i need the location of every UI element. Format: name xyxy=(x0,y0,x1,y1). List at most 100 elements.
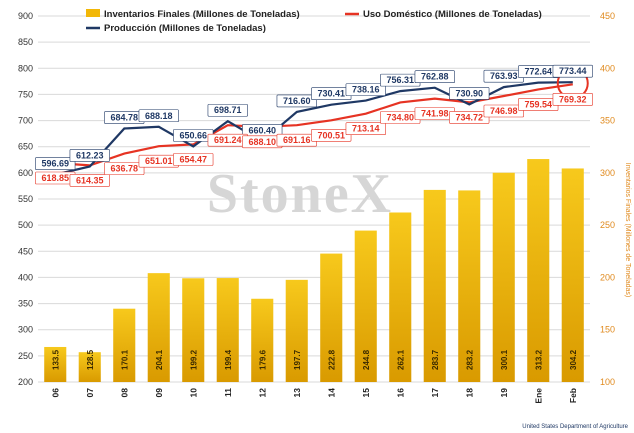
category-tick-label: Ene xyxy=(533,388,543,404)
category-tick-label: 19 xyxy=(499,388,509,398)
category-tick-label: 10 xyxy=(188,388,198,398)
bar xyxy=(389,212,412,382)
production-value-label-box xyxy=(414,70,455,83)
category-tick-label: 13 xyxy=(292,388,302,398)
production-value-label: 772.64 xyxy=(524,67,552,77)
bar-value-label: 204.1 xyxy=(155,349,164,370)
domestic-value-label-box xyxy=(104,162,145,175)
category-tick-label: Feb xyxy=(568,388,578,403)
bar-value-label: 283.7 xyxy=(431,349,440,370)
bar xyxy=(527,159,550,382)
domestic-value-label: 688.10 xyxy=(248,137,276,147)
bar-value-label: 222.8 xyxy=(327,349,336,370)
production-value-label: 698.71 xyxy=(214,105,242,115)
right-tick-label: 100 xyxy=(600,377,615,387)
left-tick-label: 300 xyxy=(18,325,33,335)
production-value-label-box xyxy=(207,103,248,117)
left-tick-label: 250 xyxy=(18,351,33,361)
bar-value-label: 262.1 xyxy=(396,349,405,370)
right-tick-label: 300 xyxy=(600,168,615,178)
bar xyxy=(354,230,377,382)
domestic-value-label: 636.78 xyxy=(110,164,138,174)
bar xyxy=(492,172,515,382)
bar-value-label: 313.2 xyxy=(534,349,543,370)
right-tick-label: 450 xyxy=(600,11,615,21)
bar-value-label: 133.5 xyxy=(51,349,60,370)
left-tick-label: 900 xyxy=(18,11,33,21)
production-value-label: 773.44 xyxy=(559,66,587,76)
domestic-value-label: 691.24 xyxy=(214,135,242,145)
production-value-label-box xyxy=(276,94,317,108)
bar-value-label: 170.1 xyxy=(120,349,129,370)
bar-value-label: 300.1 xyxy=(500,349,509,370)
bar xyxy=(182,278,205,382)
production-value-label: 730.41 xyxy=(317,89,345,99)
bar xyxy=(561,168,584,382)
watermark: StoneX xyxy=(207,163,393,225)
left-tick-label: 750 xyxy=(18,89,33,99)
production-value-label: 650.66 xyxy=(179,130,207,140)
right-tick-label: 400 xyxy=(600,63,615,73)
legend-label-inventory: Inventarios Finales (Millones de Tonelad… xyxy=(104,9,300,20)
bar xyxy=(320,253,343,382)
bar-value-label: 199.4 xyxy=(224,349,233,370)
left-tick-label: 400 xyxy=(18,272,33,282)
category-tick-label: 16 xyxy=(395,388,405,398)
left-tick-label: 850 xyxy=(18,37,33,47)
production-value-label: 730.90 xyxy=(455,88,483,98)
legend-label-production: Producción (Millones de Toneladas) xyxy=(104,23,266,34)
legend: Inventarios Finales (Millones de Tonelad… xyxy=(86,9,542,34)
bar xyxy=(113,308,136,382)
production-value-label: 756.31 xyxy=(386,75,414,85)
production-value-label-box xyxy=(138,109,179,123)
left-axis: 200 250 300 350 400 450 500 550 600 650 700 750 800 8… xyxy=(18,11,33,387)
domestic-value-label: 618.85 xyxy=(41,173,69,183)
production-value-label: 716.60 xyxy=(283,96,311,106)
production-value-label: 762.88 xyxy=(421,72,449,82)
domestic-value-label: 651.01 xyxy=(145,156,173,166)
category-tick-label: 17 xyxy=(430,388,440,398)
left-tick-label: 600 xyxy=(18,168,33,178)
right-axis: Inventarios Finales (Millones de Tonelad… xyxy=(600,11,631,387)
bar-value-label: 283.2 xyxy=(465,349,474,370)
bar xyxy=(216,278,239,382)
left-tick-label: 550 xyxy=(18,194,33,204)
bar xyxy=(423,189,446,382)
right-tick-label: 350 xyxy=(600,116,615,126)
domestic-value-label-box xyxy=(483,104,524,118)
bar-value-label: 304.2 xyxy=(569,349,578,370)
domestic-value-label-box xyxy=(173,153,214,166)
domestic-value-label: 746.98 xyxy=(490,106,518,116)
production-value-label-box xyxy=(69,149,110,162)
domestic-value-label-box xyxy=(311,129,352,142)
category-tick-label: 08 xyxy=(119,388,129,398)
bar xyxy=(78,352,101,382)
domestic-value-label-box xyxy=(552,93,593,106)
left-tick-label: 700 xyxy=(18,116,33,126)
category-tick-label: 07 xyxy=(85,388,95,398)
bar-value-label: 128.5 xyxy=(86,349,95,370)
category-tick-label: 15 xyxy=(361,388,371,398)
right-tick-label: 250 xyxy=(600,220,615,230)
domestic-value-label: 713.14 xyxy=(352,124,380,134)
bar-value-label: 199.2 xyxy=(189,349,198,370)
left-tick-label: 500 xyxy=(18,220,33,230)
legend-label-domestic: Uso Doméstico (Millones de Toneladas) xyxy=(363,9,542,20)
production-value-label-box xyxy=(449,87,490,100)
watermark-text: StoneX xyxy=(207,163,393,225)
production-value-label: 612.23 xyxy=(76,150,104,160)
data-labels: 133.5 128.5 170.1 204.1 199.2 199.4 179.6 197.7… xyxy=(35,64,593,370)
production-value-label: 738.16 xyxy=(352,85,380,95)
left-tick-label: 450 xyxy=(18,246,33,256)
production-value-label: 684.78 xyxy=(110,113,138,123)
domestic-value-label: 769.32 xyxy=(559,94,587,104)
production-value-label: 688.18 xyxy=(145,111,173,121)
domestic-value-label: 654.47 xyxy=(179,154,207,164)
domestic-value-label: 700.51 xyxy=(317,130,345,140)
left-tick-label: 350 xyxy=(18,299,33,309)
right-tick-label: 150 xyxy=(600,325,615,335)
domestic-value-label: 691.16 xyxy=(283,135,311,145)
category-tick-label: 06 xyxy=(50,388,60,398)
bar xyxy=(147,273,170,382)
